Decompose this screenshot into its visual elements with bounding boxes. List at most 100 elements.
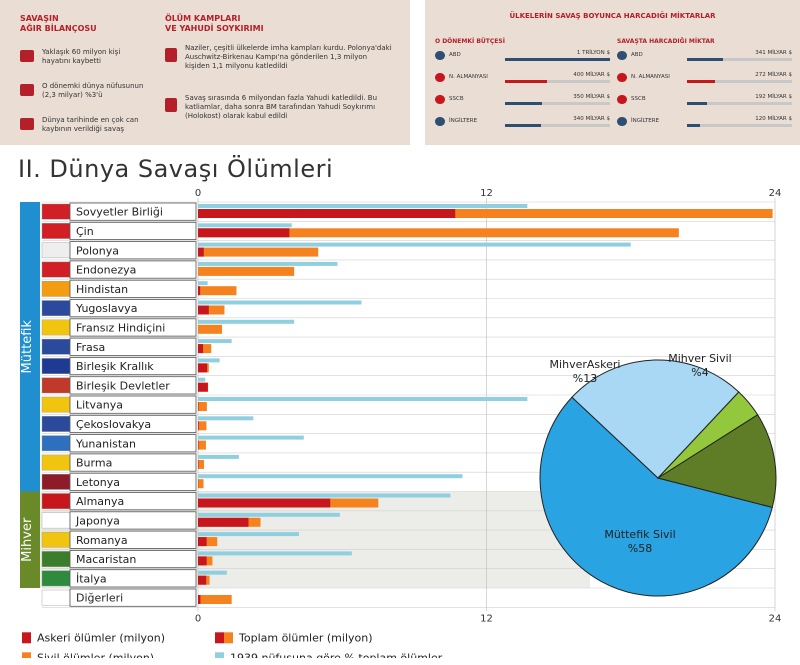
country-flag-icon [41,512,71,529]
spending-panel: ÜLKELERİN SAVAŞ BOYUNCA HARCADIĞI MİKTAR… [425,0,800,145]
war-bar-fill [687,80,716,83]
country-flag-icon [41,474,71,490]
country-label-box [69,356,197,376]
budget-value: 340 MİLYAR $ [573,116,610,122]
toll-item-history: Dünya tarihinde en çok can kaybının veri… [42,116,139,133]
country-label-box [69,569,197,588]
bar-percent [198,416,254,421]
country-label: Çin [76,225,94,238]
bar-military [198,344,204,354]
bar-military [198,595,201,604]
bar-military [198,556,207,566]
page-title: II. Dünya Savaşı Ölümleri [18,155,334,183]
country-label: Letonya [76,476,120,489]
country-label: Çekoslovakya [76,418,151,431]
country-label: Sovyetler Birliği [76,206,163,219]
country-label-box [69,202,197,221]
country-flag-icon [41,203,71,220]
plane-icon [20,118,34,130]
legend-swatch [224,632,233,644]
budget-value: 350 MİLYAR $ [573,94,610,100]
flag-icon [435,73,445,82]
country-label-box [69,492,197,511]
country-flag-icon [41,551,71,567]
group-band [20,202,40,492]
flag-icon [617,117,627,126]
war-row: N. ALMANYASI 272 MİLYAR $ [617,72,792,84]
war-bar-track [687,58,792,61]
camp-text-auschwitz: Naziler, çeşitli ülkelerde imha kampları… [185,44,392,70]
country-label: Japonya [75,514,120,527]
budget-row: SSCB 350 MİLYAR $ [435,94,610,106]
legend-swatch [22,632,31,644]
pie-slice [571,359,740,479]
bar-total [198,247,319,257]
flag-icon [435,117,445,126]
bar-total [198,286,237,296]
country-label-box [69,337,197,356]
bar-total [198,209,773,218]
bar-percent [198,204,528,208]
budget-row: İNGİLTERE 340 MİLYAR $ [435,116,610,128]
country-flag-icon [41,454,71,471]
country-flag-icon [41,261,71,278]
bar-percent [198,493,451,498]
legend-swatch [215,652,224,658]
x-tick-label-bottom: 24 [769,613,782,624]
budget-bar-track [505,124,610,127]
legend-label: Sivil ölümler (milyon) [37,651,154,658]
country-label-box [69,395,197,414]
war-bar-fill [687,124,700,127]
x-tick-label-top: 24 [769,188,782,199]
country-label-box [69,376,197,395]
bar-total [198,537,218,547]
country-label: Almanya [76,495,124,508]
country-label-box [69,549,197,569]
country-label-box [69,241,197,260]
people-icon [20,84,34,96]
pie-label-percent: %4 [691,366,708,379]
country-flag-icon [41,435,71,452]
country-label: Litvanya [76,399,123,412]
bar-total [198,402,207,411]
budget-bar-fill [505,80,547,83]
bar-total [198,305,225,315]
war-bar-track [687,102,792,105]
bar-percent [198,242,631,247]
bar-percent [198,223,292,228]
bar-military [198,575,207,585]
war-row: İNGİLTERE 120 MİLYAR $ [617,116,792,128]
war-row: SSCB 192 MİLYAR $ [617,94,792,106]
country-label-box [69,318,197,337]
bar-total [198,266,295,276]
war-toll-panel: SAVAŞIN AĞIR BİLANÇOSU Yaklaşık 60 milyo… [0,0,410,145]
bar-total [198,421,207,431]
country-flag-icon [41,300,71,317]
legend-swatch [22,652,31,658]
budget-bar-fill [505,124,541,127]
toll-section-title: SAVAŞIN AĞIR BİLANÇOSU [20,14,97,33]
budget-bar-track [505,80,610,83]
bar-total [198,344,212,354]
bar-military [198,537,207,547]
pie-slice [539,396,773,597]
country-flag-icon [41,223,71,239]
country-label: Birleşik Devletler [76,379,170,392]
war-country: ABD [631,52,643,58]
bar-military [198,498,331,508]
bar-percent [198,339,232,344]
bar-military [198,209,456,218]
pie-label-percent: %13 [573,372,597,385]
toll-item-population: O dönemki dünya nüfusunun (2,3 milyar) %… [42,82,144,99]
country-label: İtalya [76,572,107,585]
legend-swatch [215,632,224,644]
bar-military [198,247,204,257]
country-flag-icon [41,416,71,432]
pie-label: Mihver Sivil [668,352,731,365]
bar-military [198,382,208,392]
camp-text-holocaust: Savaş sırasında 6 milyondan fazla Yahudi… [185,94,378,120]
budget-bar-track [505,58,610,61]
group-label: Mihver [20,517,35,562]
budget-value: 1 TRİLYON $ [576,50,610,56]
country-label-box [69,511,197,530]
